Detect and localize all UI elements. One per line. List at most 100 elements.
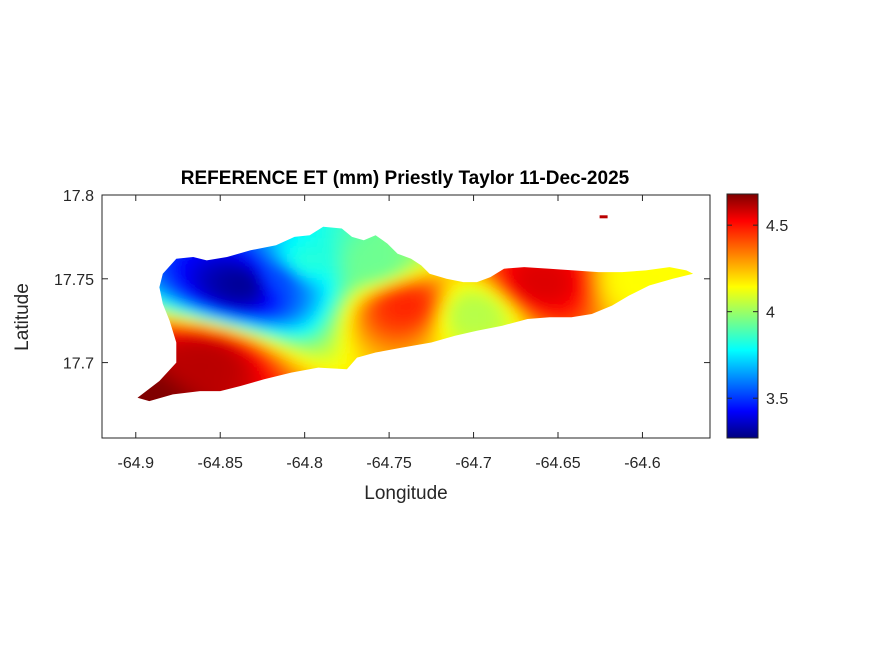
- plot-box: [101, 194, 711, 439]
- heatmap-cell: [588, 277, 597, 284]
- heatmap-cell: [338, 352, 347, 359]
- heatmap-cell: [223, 337, 232, 344]
- x-tick-label: -64.9: [118, 455, 155, 472]
- heatmap-cell: [270, 362, 279, 369]
- heatmap-cell: [331, 226, 340, 233]
- heatmap-cell: [250, 267, 259, 274]
- heatmap-cell: [574, 287, 583, 294]
- heatmap-cell: [460, 307, 468, 314]
- heatmap-cell: [379, 342, 387, 349]
- heatmap-cell: [534, 282, 543, 289]
- heatmap-cell: [379, 322, 387, 329]
- heatmap-cell: [162, 382, 171, 389]
- heatmap-cell: [230, 312, 239, 319]
- heatmap-cell: [230, 362, 239, 369]
- heatmap-cell: [284, 277, 293, 284]
- heatmap-cell: [270, 332, 279, 339]
- heatmap-cell: [500, 272, 509, 279]
- heatmap-cell: [595, 282, 603, 289]
- heatmap-cell: [243, 342, 252, 349]
- heatmap-cell: [379, 312, 387, 319]
- heatmap-cell: [176, 332, 185, 339]
- heatmap-cell: [210, 332, 218, 339]
- heatmap-cell: [203, 317, 212, 324]
- heatmap-cell: [243, 267, 252, 274]
- heatmap-cell: [365, 241, 374, 248]
- heatmap-cell: [169, 372, 178, 379]
- heatmap-cell: [291, 257, 299, 263]
- heatmap-cell: [210, 382, 218, 389]
- heatmap-cell: [446, 307, 455, 314]
- heatmap-cell: [466, 317, 475, 324]
- heatmap-cell: [291, 317, 299, 324]
- heatmap-cell: [237, 302, 245, 309]
- heatmap-cell: [473, 307, 482, 314]
- heatmap-cell: [270, 282, 279, 289]
- heatmap-cell: [514, 302, 522, 309]
- heatmap-cell: [176, 317, 185, 324]
- heatmap-cell: [311, 297, 320, 304]
- heatmap-cell: [331, 247, 340, 253]
- heatmap-cell: [628, 287, 637, 294]
- heatmap-cell: [162, 372, 171, 379]
- heatmap-cell: [216, 317, 225, 324]
- heatmap-cell: [419, 307, 428, 314]
- heatmap-cell: [291, 277, 299, 284]
- heatmap-cell: [345, 287, 353, 294]
- heatmap-cell: [203, 282, 212, 289]
- heatmap-cell: [277, 272, 286, 279]
- heatmap-cell: [257, 252, 266, 258]
- heatmap-cell: [210, 267, 218, 274]
- heatmap-cell: [237, 372, 245, 379]
- heatmap-cell: [284, 297, 293, 304]
- y-tick-label: 17.7: [63, 356, 94, 373]
- heatmap-cell: [264, 307, 272, 314]
- heatmap-cell: [561, 282, 570, 289]
- heatmap-cell: [243, 277, 252, 284]
- heatmap-cell: [311, 362, 320, 369]
- heatmap-cell: [318, 332, 326, 339]
- heatmap-cell: [473, 302, 482, 309]
- heatmap-cell: [304, 357, 313, 364]
- heatmap-cell: [311, 317, 320, 324]
- heatmap-cell: [284, 236, 293, 243]
- heatmap-cell: [284, 292, 293, 299]
- heatmap-cell: [243, 367, 252, 374]
- heatmap-cell: [304, 347, 313, 354]
- heatmap-cell: [210, 302, 218, 309]
- heatmap-cell: [169, 367, 178, 374]
- heatmap-cell: [338, 297, 347, 304]
- heatmap-cell: [615, 282, 624, 289]
- heatmap-cell: [324, 347, 333, 354]
- heatmap-cell: [297, 352, 306, 359]
- heatmap-cell: [426, 332, 435, 339]
- heatmap-cell: [568, 272, 576, 279]
- heatmap-cell: [547, 312, 556, 319]
- heatmap-cell: [534, 272, 543, 279]
- heatmap-cell: [480, 307, 489, 314]
- heatmap-cell: [392, 337, 401, 344]
- heatmap-cell: [237, 312, 245, 319]
- heatmap-cell: [284, 302, 293, 309]
- heatmap-cell: [365, 262, 374, 268]
- heatmap-cell: [412, 262, 421, 268]
- heatmap-cell: [487, 322, 495, 329]
- heatmap-cell: [176, 362, 185, 369]
- heatmap-cell: [324, 282, 333, 289]
- heatmap-cell: [277, 292, 286, 299]
- heatmap-cell: [365, 282, 374, 289]
- heatmap-cell: [460, 292, 468, 299]
- heatmap-cell: [345, 342, 353, 349]
- heatmap-cell: [243, 357, 252, 364]
- heatmap-cell: [352, 287, 360, 294]
- heatmap-cell: [324, 287, 333, 294]
- heatmap-cell: [574, 282, 583, 289]
- heatmap-cell: [183, 362, 191, 369]
- heatmap-cell: [162, 272, 171, 279]
- heatmap-cell: [439, 322, 448, 329]
- x-tick-label: -64.85: [198, 455, 243, 472]
- heatmap-cell: [237, 317, 245, 324]
- heatmap-cell: [318, 231, 326, 238]
- heatmap-cell: [324, 357, 333, 364]
- heatmap-cell: [514, 297, 522, 304]
